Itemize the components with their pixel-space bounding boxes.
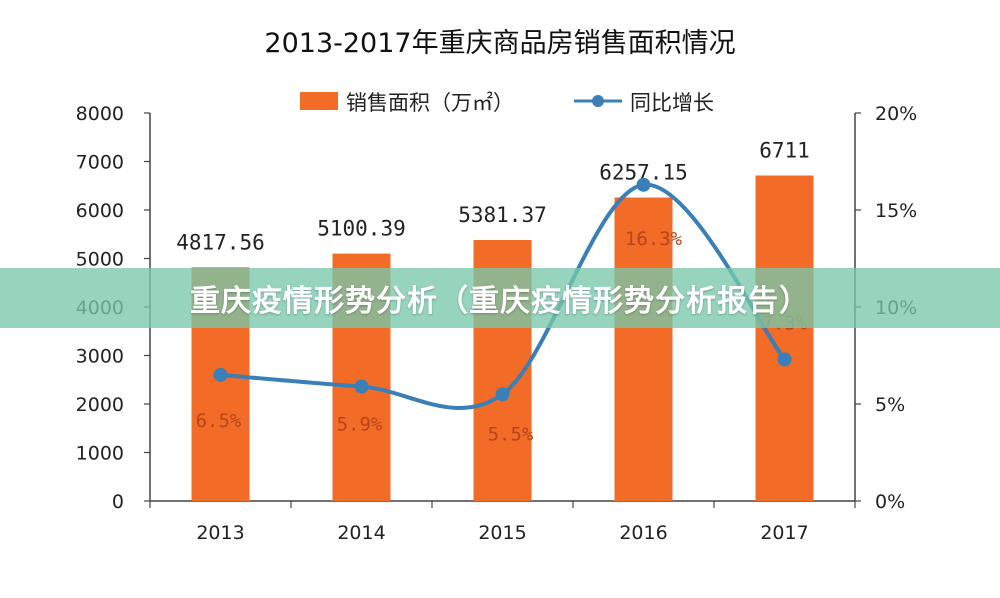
overlay-banner-text: 重庆疫情形势分析（重庆疫情形势分析报告） [190, 284, 810, 319]
y-left-tick-label: 0 [112, 491, 124, 513]
growth-value-label: 5.9% [337, 414, 383, 436]
x-tick-label: 2016 [619, 522, 667, 544]
line-series: 6.5%5.9%5.5%16.3%7.3% [196, 177, 808, 445]
y-left-tick-label: 3000 [76, 346, 124, 368]
y-right-tick-label: 5% [875, 394, 905, 416]
growth-value-label: 5.5% [488, 423, 534, 445]
x-tick-label: 2017 [760, 522, 808, 544]
growth-value-label: 16.3% [625, 228, 683, 250]
growth-point [213, 367, 228, 382]
x-tick-label: 2015 [478, 522, 526, 544]
y-left-tick-label: 7000 [76, 152, 124, 174]
legend: 销售面积（万㎡） 同比增长 [300, 91, 714, 115]
y-left-tick-label: 5000 [76, 249, 124, 271]
growth-point [495, 387, 510, 402]
growth-point [636, 177, 651, 192]
bar-value-label: 5381.37 [458, 203, 547, 227]
y-right-tick-label: 15% [875, 200, 917, 222]
legend-line-marker [592, 95, 604, 107]
growth-value-label: 6.5% [196, 410, 242, 432]
y-left-tick-label: 2000 [76, 394, 124, 416]
y-left-tick-label: 6000 [76, 200, 124, 222]
growth-point [777, 352, 792, 367]
growth-line [218, 182, 787, 411]
legend-bar-label: 销售面积（万㎡） [346, 91, 514, 115]
y-left-tick-label: 1000 [76, 443, 124, 465]
y-left-tick-label: 8000 [76, 103, 124, 125]
chart-title: 2013-2017年重庆商品房销售面积情况 [264, 28, 735, 59]
x-tick-label: 2014 [337, 522, 385, 544]
bar-value-label: 4817.56 [176, 230, 265, 254]
growth-point [354, 379, 369, 394]
overlay-banner: 重庆疫情形势分析（重庆疫情形势分析报告） [0, 268, 1000, 328]
x-tick-label: 2013 [196, 522, 244, 544]
bar-value-label: 6711 [759, 139, 810, 163]
legend-bar-swatch [300, 92, 338, 110]
bar [614, 197, 673, 501]
bar [755, 175, 814, 502]
y-right-tick-label: 20% [875, 103, 917, 125]
y-right-tick-label: 0% [875, 491, 905, 513]
bar-value-label: 5100.39 [317, 217, 406, 241]
legend-line-label: 同比增长 [630, 91, 714, 115]
